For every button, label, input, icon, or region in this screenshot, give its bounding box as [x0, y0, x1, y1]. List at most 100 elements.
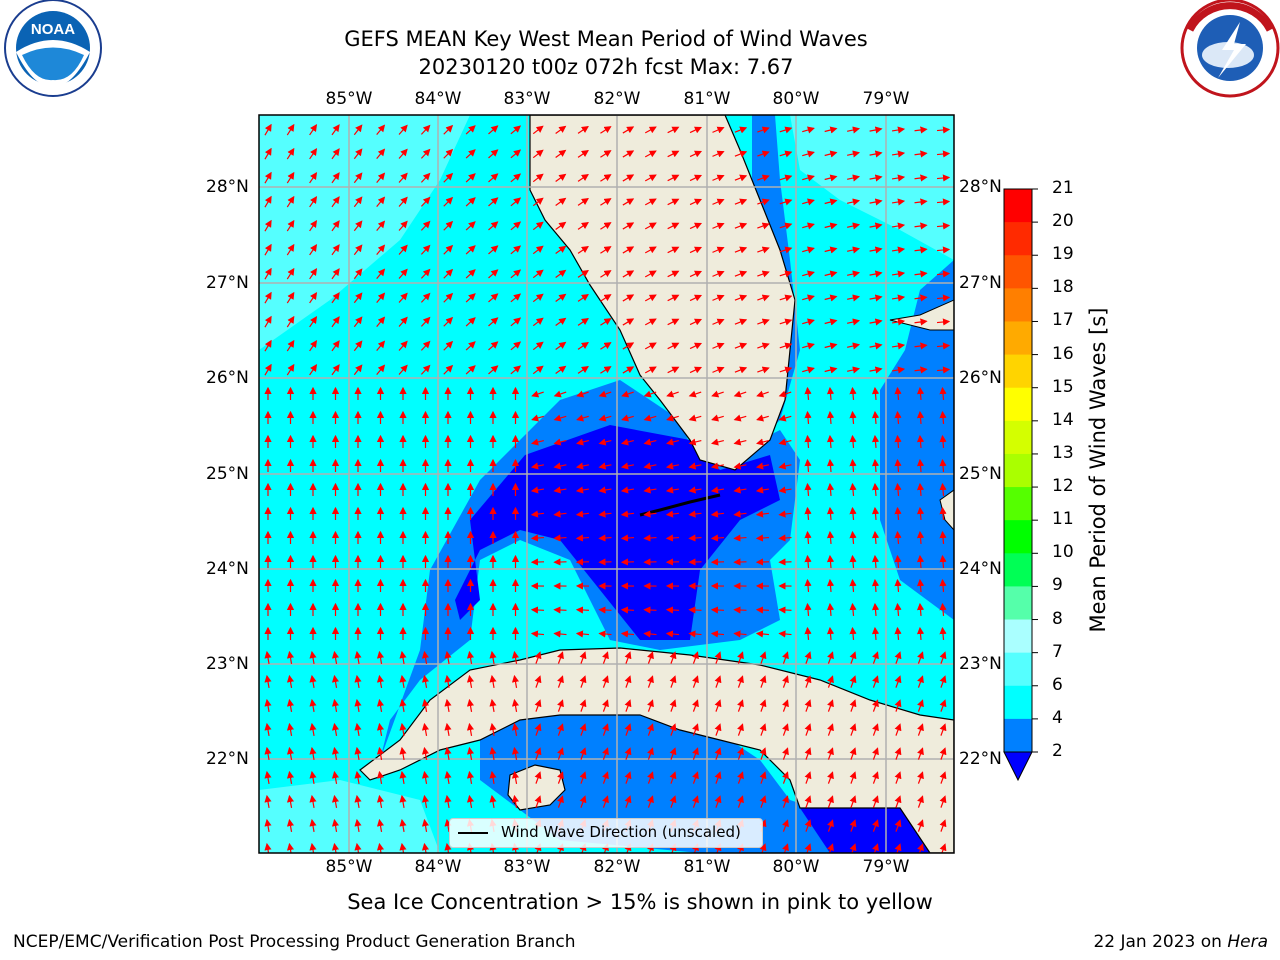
wind-wave-arrow	[532, 149, 544, 159]
wind-wave-arrow	[488, 221, 499, 231]
wind-wave-arrow	[511, 698, 520, 713]
wind-wave-arrow	[376, 268, 386, 280]
colorbar-tick-label: 2	[1052, 741, 1063, 761]
wind-wave-arrow	[489, 794, 497, 809]
wind-wave-arrow	[689, 222, 703, 230]
wind-wave-arrow	[622, 342, 635, 350]
wind-wave-arrow	[624, 747, 632, 760]
wind-wave-arrow	[465, 365, 476, 375]
wind-wave-arrow	[286, 339, 295, 352]
wind-wave-arrow	[309, 292, 318, 304]
wind-wave-arrow	[779, 294, 793, 302]
wind-wave-arrow	[511, 722, 520, 737]
footer-host: Hera	[1227, 932, 1268, 952]
wind-wave-arrow	[575, 462, 590, 470]
wind-wave-arrow	[779, 270, 793, 278]
wind-wave-arrow	[399, 770, 407, 785]
wind-wave-arrow	[665, 606, 680, 614]
wind-wave-arrow	[688, 606, 702, 614]
wind-wave-arrow	[737, 651, 744, 664]
wind-wave-arrow	[331, 650, 340, 665]
wind-wave-arrow	[779, 342, 793, 350]
colorbar-tick-label: 17	[1052, 310, 1074, 331]
wind-wave-arrow	[849, 386, 857, 401]
wind-wave-arrow	[643, 414, 657, 422]
wind-wave-arrow	[665, 462, 680, 470]
wind-wave-arrow	[534, 651, 542, 664]
wind-wave-arrow	[804, 578, 812, 593]
wind-wave-arrow	[579, 795, 587, 808]
wind-wave-arrow	[466, 770, 475, 785]
wind-wave-arrow	[669, 651, 677, 664]
wind-wave-arrow	[872, 795, 879, 808]
wind-wave-arrow	[757, 222, 770, 230]
wind-wave-arrow	[755, 606, 770, 614]
wind-wave-arrow	[891, 294, 906, 302]
wind-wave-arrow	[531, 390, 544, 398]
wind-wave-arrow	[353, 220, 363, 232]
wind-wave-arrow	[331, 172, 340, 184]
wind-wave-arrow	[916, 482, 925, 497]
wind-wave-arrow	[804, 651, 812, 664]
wind-wave-arrow	[620, 462, 635, 470]
wind-wave-arrow	[399, 698, 407, 713]
wind-wave-arrow	[826, 434, 835, 449]
wind-wave-arrow	[353, 244, 363, 256]
wind-wave-arrow	[489, 770, 497, 785]
wind-wave-arrow	[399, 674, 407, 689]
wind-wave-arrow	[602, 651, 609, 664]
wind-wave-arrow	[667, 342, 680, 350]
wind-wave-arrow	[510, 317, 522, 327]
wind-wave-arrow	[286, 147, 295, 160]
wind-wave-arrow	[577, 173, 589, 182]
colorbar-segment	[1004, 288, 1032, 322]
wind-wave-arrow	[939, 819, 947, 832]
wind-wave-arrow	[689, 198, 703, 206]
wind-wave-arrow	[756, 438, 769, 446]
wind-wave-arrow	[376, 172, 386, 184]
wind-wave-arrow	[824, 174, 838, 182]
wind-wave-arrow	[488, 365, 499, 375]
wind-wave-arrow	[737, 723, 744, 736]
wind-wave-arrow	[309, 244, 318, 256]
wind-wave-arrow	[510, 365, 522, 375]
wind-wave-arrow	[644, 126, 657, 134]
wind-wave-arrow	[489, 746, 497, 761]
wind-wave-arrow	[553, 630, 567, 638]
wind-wave-arrow	[939, 458, 947, 473]
wind-wave-arrow	[466, 698, 475, 713]
wind-wave-arrow	[309, 340, 318, 352]
wind-wave-arrow	[398, 364, 408, 375]
wind-wave-arrow	[782, 699, 789, 712]
wind-wave-arrow	[624, 723, 632, 736]
wind-wave-arrow	[309, 316, 318, 328]
wind-wave-arrow	[286, 267, 295, 280]
wind-wave-arrow	[914, 126, 928, 134]
wind-wave-arrow	[286, 746, 295, 761]
wind-wave-arrow	[488, 317, 499, 327]
wind-wave-arrow	[353, 364, 363, 376]
wind-wave-arrow	[376, 244, 386, 256]
wind-wave-arrow	[443, 220, 454, 231]
wind-wave-arrow	[759, 723, 767, 736]
wind-wave-arrow	[353, 124, 363, 136]
wind-wave-arrow	[733, 510, 747, 518]
colorbar-segment	[1004, 453, 1032, 488]
wind-wave-arrow	[939, 530, 947, 545]
wind-wave-arrow	[647, 699, 654, 712]
wind-wave-arrow	[778, 534, 792, 542]
wind-wave-arrow	[600, 342, 612, 350]
colorbar-tick-label: 14	[1052, 409, 1074, 430]
wind-wave-arrow	[264, 794, 272, 809]
wind-wave-arrow	[939, 747, 947, 760]
wind-wave-arrow	[488, 149, 499, 159]
wind-wave-arrow	[802, 126, 815, 134]
wind-wave-arrow	[309, 196, 318, 208]
wind-wave-arrow	[309, 770, 317, 785]
wind-wave-arrow	[444, 842, 452, 853]
wind-wave-arrow	[354, 722, 362, 737]
wind-wave-arrow	[914, 342, 928, 350]
wind-wave-arrow	[669, 795, 677, 808]
wind-wave-arrow	[804, 602, 812, 617]
wind-wave-arrow	[309, 794, 317, 809]
